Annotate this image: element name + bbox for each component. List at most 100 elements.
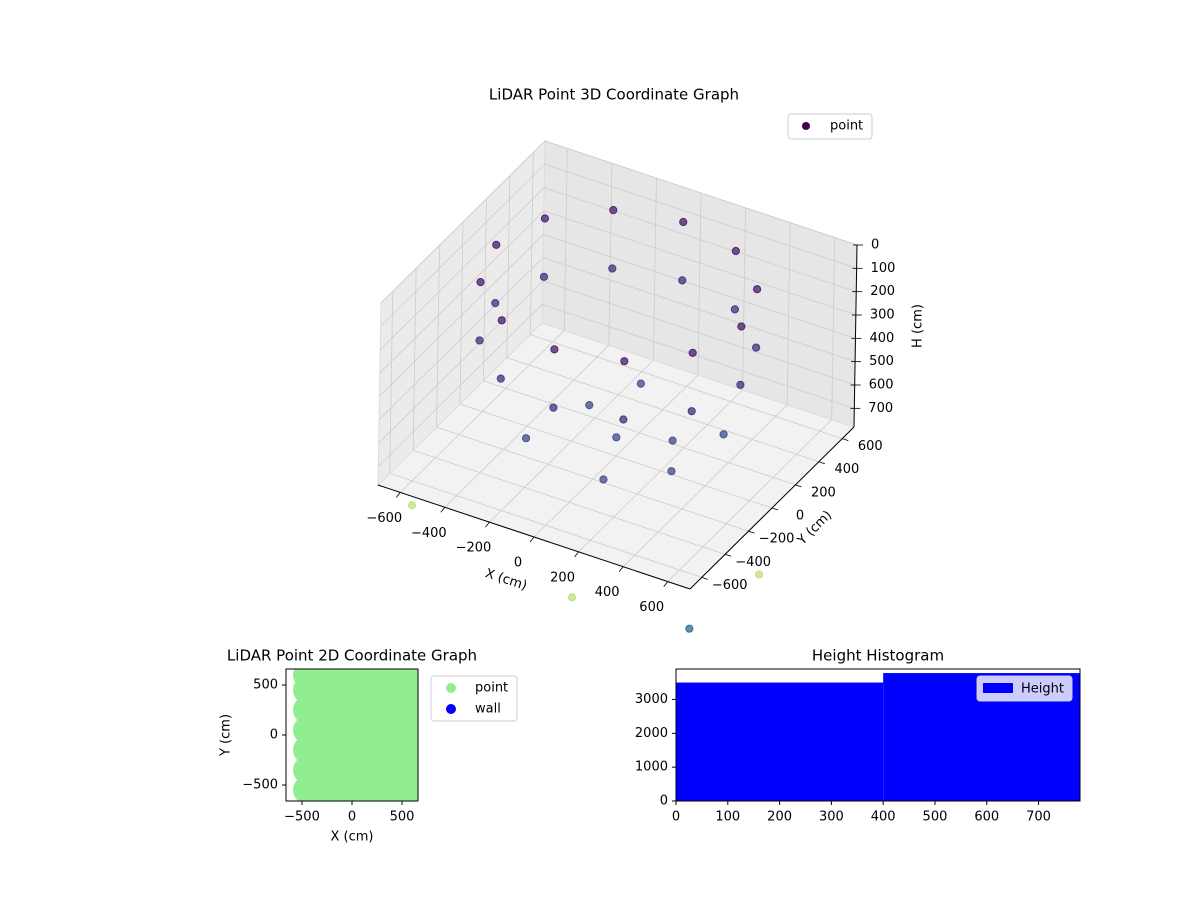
point <box>373 716 401 744</box>
y-tick <box>748 530 755 534</box>
legend-box <box>430 675 518 722</box>
x-tick <box>440 507 446 513</box>
point <box>313 716 341 744</box>
grid-line <box>653 178 657 361</box>
grid-line <box>544 140 858 246</box>
point <box>719 430 728 439</box>
z-tick-label: 600 <box>869 378 894 393</box>
point <box>599 475 608 484</box>
point <box>619 415 628 424</box>
y-tick <box>818 461 825 465</box>
z-tick-label: 200 <box>870 284 895 299</box>
y-tick-label: 0 <box>660 794 668 809</box>
point <box>585 401 594 410</box>
point <box>313 756 341 784</box>
x-tick-label: 300 <box>819 810 844 825</box>
legend-label: wall <box>475 702 501 717</box>
grid-line <box>608 163 613 346</box>
grid-line <box>379 210 545 374</box>
point <box>373 736 401 764</box>
x-tick-label: 200 <box>767 810 792 825</box>
point <box>497 316 506 325</box>
point <box>333 756 361 784</box>
point <box>293 696 321 724</box>
x-tick <box>618 566 624 572</box>
grid-line <box>544 187 857 293</box>
point <box>353 756 381 784</box>
point <box>736 380 745 389</box>
legend-marker <box>802 122 810 130</box>
point <box>492 240 501 249</box>
x-tick-label: 600 <box>974 810 999 825</box>
grid-line <box>697 192 702 376</box>
point <box>685 624 694 633</box>
grid-line <box>459 403 773 509</box>
grid-line <box>436 426 749 532</box>
point <box>550 345 559 354</box>
point <box>293 716 321 744</box>
grid-line <box>379 234 544 397</box>
grid-line <box>530 334 843 439</box>
x-tick-label: 200 <box>550 570 575 585</box>
grid-line <box>378 257 544 420</box>
grid-line <box>483 380 796 486</box>
x-tick-label: 500 <box>390 810 415 825</box>
y-tick <box>725 553 732 557</box>
x-tick-label: 700 <box>1026 810 1051 825</box>
grid-line <box>389 473 702 578</box>
legend-label: point <box>475 681 508 696</box>
grid-line <box>379 187 545 350</box>
grid-line <box>389 291 394 474</box>
z-axis <box>853 244 858 428</box>
point <box>333 716 361 744</box>
point <box>407 501 417 510</box>
y-tick <box>842 438 849 441</box>
y-tick-label: 3000 <box>635 692 668 707</box>
point <box>612 433 621 442</box>
grid-line <box>529 152 534 335</box>
point <box>521 434 531 443</box>
x-tick-label: −200 <box>456 541 492 556</box>
point <box>539 272 549 281</box>
grid-line <box>506 357 819 463</box>
y-tick-label: 400 <box>834 462 859 477</box>
y-tick-label: 200 <box>811 485 836 500</box>
legend-marker <box>446 683 456 693</box>
x-tick <box>663 581 669 587</box>
x-tick <box>574 551 579 558</box>
grid-line <box>378 280 543 444</box>
point <box>620 357 629 366</box>
point <box>737 322 746 331</box>
point <box>353 716 381 744</box>
chart-title: LiDAR Point 2D Coordinate Graph <box>227 647 477 665</box>
grid-line <box>542 303 855 409</box>
z-tick-label: 300 <box>870 308 895 323</box>
x-tick-label: 600 <box>639 600 664 615</box>
x-tick-label: −500 <box>284 810 320 825</box>
grid-line <box>378 304 543 467</box>
x-axis <box>377 484 691 590</box>
axes-frame <box>675 668 1081 802</box>
legend-label: point <box>830 119 863 134</box>
legend-box <box>976 675 1073 702</box>
y-tick-label: −600 <box>712 578 748 593</box>
point <box>688 348 697 357</box>
x-tick-label: 100 <box>715 810 740 825</box>
point <box>373 756 401 784</box>
grid-line <box>506 175 511 358</box>
z-tick-label: 500 <box>869 354 894 369</box>
bar <box>676 682 884 801</box>
legend-marker <box>446 704 456 714</box>
x-tick-label: −600 <box>366 511 402 526</box>
point <box>333 696 361 724</box>
point <box>752 343 761 352</box>
point <box>540 214 550 223</box>
x-tick-label: 0 <box>514 556 522 571</box>
z-tick-label: 100 <box>871 261 896 276</box>
grid-line <box>786 222 791 405</box>
x-tick-label: 0 <box>672 810 680 825</box>
point <box>293 756 321 784</box>
x-tick <box>529 536 535 543</box>
